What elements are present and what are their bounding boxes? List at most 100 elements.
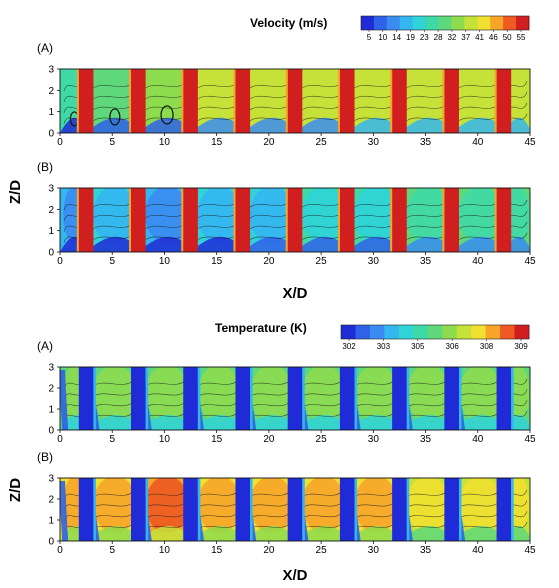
x-tick-label: 5 bbox=[109, 137, 115, 148]
plot-frame bbox=[59, 68, 531, 134]
x-tick-label: 45 bbox=[524, 434, 536, 445]
cold-plume bbox=[60, 480, 69, 541]
x-tick-label: 40 bbox=[472, 256, 484, 267]
cavity-core bbox=[406, 367, 451, 422]
colorbar-swatch bbox=[412, 16, 427, 30]
near-ground-layer bbox=[138, 236, 191, 252]
colorbar-swatch bbox=[456, 325, 472, 339]
cavity-core bbox=[197, 478, 242, 533]
near-ground-layer bbox=[451, 414, 504, 430]
building-cold-layer bbox=[131, 367, 146, 430]
building-cold-layer bbox=[287, 478, 303, 541]
building-edge bbox=[406, 367, 410, 430]
colorbar-swatch bbox=[490, 16, 504, 30]
cavity-core bbox=[354, 478, 398, 533]
building-edge bbox=[233, 188, 236, 252]
near-ground-layer bbox=[138, 117, 191, 133]
cavity-core bbox=[249, 188, 294, 244]
velocity-ylabel: Z/D bbox=[7, 180, 24, 204]
cavity-core bbox=[354, 367, 398, 422]
x-axis-label: X/D bbox=[282, 567, 307, 584]
near-ground-layer bbox=[295, 117, 348, 133]
y-tick-label: 1 bbox=[48, 516, 54, 527]
building-edge bbox=[494, 69, 497, 133]
building-shear-layer bbox=[235, 188, 251, 252]
colorbar-tick-label: 41 bbox=[475, 33, 484, 42]
building-shear-layer bbox=[287, 188, 303, 252]
building-edge bbox=[285, 188, 288, 252]
near-ground-layer bbox=[347, 236, 400, 252]
field bbox=[60, 188, 530, 252]
colorbar-swatch bbox=[413, 325, 429, 339]
building-edge bbox=[250, 367, 253, 430]
cavity-core bbox=[354, 69, 398, 125]
x-tick-label: 25 bbox=[316, 137, 328, 148]
colorbar-swatch bbox=[386, 16, 401, 30]
x-axis-label: X/D bbox=[282, 285, 307, 302]
near-ground-layer bbox=[347, 414, 400, 430]
x-tick-label: 10 bbox=[159, 545, 171, 556]
building-shear-layer bbox=[287, 69, 303, 133]
y-tick-label: 2 bbox=[48, 205, 54, 216]
cavity-core bbox=[458, 69, 503, 125]
building-edge bbox=[337, 69, 340, 133]
colorbar-swatch bbox=[373, 16, 388, 30]
x-tick-label: 20 bbox=[263, 545, 275, 556]
building-shear-layer bbox=[78, 188, 94, 252]
colorbar-tick-label: 46 bbox=[489, 33, 498, 42]
x-tick-label: 35 bbox=[420, 256, 432, 267]
cavity-core bbox=[406, 188, 451, 244]
building-cold-layer bbox=[339, 478, 355, 541]
near-ground-layer bbox=[295, 236, 348, 252]
x-tick-label: 40 bbox=[472, 434, 484, 445]
colorbar-tick-label: 55 bbox=[517, 33, 526, 42]
near-ground-layer bbox=[138, 414, 191, 430]
colorbar-swatch bbox=[516, 16, 530, 30]
y-tick-label: 3 bbox=[48, 65, 54, 76]
x-tick-label: 25 bbox=[316, 434, 328, 445]
colorbar-tick-label: 303 bbox=[377, 342, 391, 351]
velocity-panel-b: (B) X/D 0 5 10 15 20 25 30 35 40 45 0 1 2 3 bbox=[37, 160, 536, 302]
building-edge bbox=[511, 478, 514, 541]
cavity-core bbox=[301, 367, 346, 422]
cold-plume bbox=[60, 369, 69, 430]
building-edge bbox=[285, 69, 288, 133]
near-ground-layer bbox=[347, 117, 400, 133]
building-edge bbox=[390, 188, 393, 252]
cavity-core bbox=[92, 188, 137, 244]
near-ground-layer bbox=[451, 236, 504, 252]
building-cold-layer bbox=[235, 478, 251, 541]
building-cold-layer bbox=[183, 478, 198, 541]
panel-label: (B) bbox=[37, 450, 53, 464]
colorbar-swatch bbox=[369, 325, 385, 339]
near-ground-layer bbox=[451, 525, 504, 541]
building-shear-layer bbox=[444, 69, 459, 133]
building-shear-layer bbox=[131, 69, 146, 133]
temperature-colorbar: 302 303 305 306 308 309 bbox=[340, 324, 530, 351]
x-tick-label: 0 bbox=[57, 256, 63, 267]
x-tick-label: 15 bbox=[211, 545, 223, 556]
building-shear-layer bbox=[444, 188, 459, 252]
x-tick-label: 20 bbox=[263, 434, 275, 445]
building-edge bbox=[302, 367, 305, 430]
y-tick-label: 1 bbox=[48, 405, 54, 416]
cavity-core bbox=[458, 478, 503, 533]
colorbar-tick-label: 23 bbox=[420, 33, 429, 42]
velocity-panel-a: (A) 0 5 10 15 20 25 30 35 40 45 0 1 2 3 bbox=[37, 41, 536, 148]
building-shear-layer bbox=[496, 69, 512, 133]
near-ground-layer bbox=[242, 236, 295, 252]
x-tick-label: 20 bbox=[263, 137, 275, 148]
temperature-panel-a: (A) 0 5 10 15 20 25 30 35 40 45 0 1 2 3 bbox=[37, 339, 536, 445]
colorbar-swatch bbox=[427, 325, 443, 339]
cavity-core bbox=[458, 188, 503, 244]
cavity-core bbox=[406, 478, 451, 533]
velocity-colorbar-title: Velocity (m/s) bbox=[250, 16, 327, 30]
building-edge bbox=[354, 478, 358, 541]
building-edge bbox=[458, 367, 462, 430]
colorbar-tick-label: 5 bbox=[367, 33, 372, 42]
building-shear-layer bbox=[235, 69, 251, 133]
y-tick-label: 1 bbox=[48, 107, 54, 118]
temperature-panel-b: (B) X/D 0 5 10 15 20 25 30 35 40 45 0 1 2 3 bbox=[37, 450, 536, 584]
building-edge bbox=[197, 367, 201, 430]
building-edge bbox=[129, 69, 132, 133]
